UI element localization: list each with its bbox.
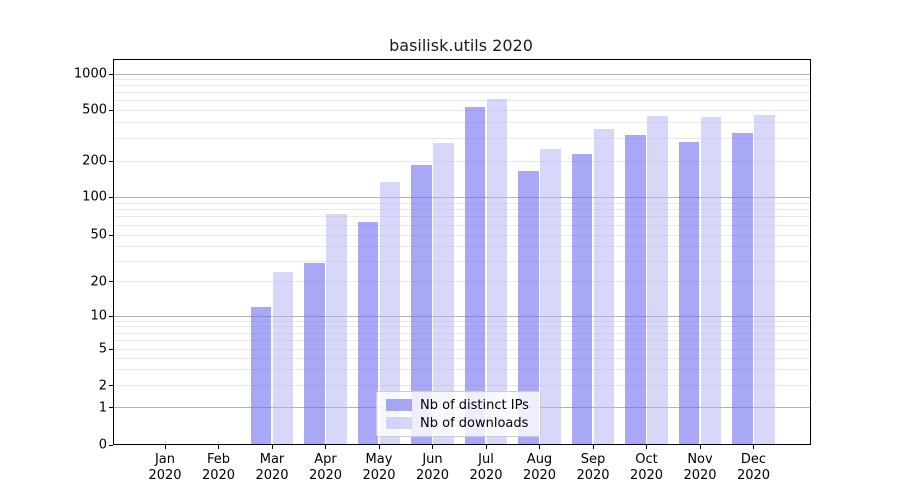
x-tick-mark-dec (753, 445, 755, 449)
y-tick-label-1000: 1000 (73, 66, 107, 82)
x-tick-label-dec: Dec 2020 (736, 452, 771, 483)
y-tick-mark-20 (109, 281, 113, 283)
bar-downloads-apr (326, 214, 347, 445)
x-tick-label-mar: Mar 2020 (255, 452, 289, 483)
y-tick-label-1: 1 (98, 400, 107, 416)
bar-distinct-ips-mar (250, 306, 272, 445)
y-tick-mark-200 (109, 160, 113, 162)
y-tick-label-0: 0 (98, 437, 107, 453)
y-tick-mark-10 (109, 315, 113, 317)
legend-label-downloads: Nb of downloads (420, 415, 529, 431)
bar-distinct-ips-may (357, 222, 379, 445)
x-tick-label-may: May 2020 (362, 452, 396, 483)
x-tick-mark-nov (699, 445, 701, 449)
x-tick-label-jun: Jun 2020 (415, 452, 450, 483)
legend-swatch-downloads (386, 417, 412, 429)
bar-downloads-sep (593, 129, 615, 445)
x-tick-mark-jun (432, 445, 434, 449)
y-tick-label-5: 5 (98, 341, 107, 357)
bar-downloads-jul (486, 98, 508, 445)
gridline-minor-800 (113, 85, 811, 87)
x-tick-mark-feb (218, 445, 220, 449)
y-tick-mark-1000 (109, 73, 113, 75)
legend-item-downloads: Nb of downloads (386, 416, 530, 431)
chart-legend: Nb of distinct IPs Nb of downloads (376, 391, 541, 437)
bar-downloads-dec (754, 114, 775, 445)
x-tick-mark-mar (271, 445, 273, 449)
y-tick-label-200: 200 (82, 153, 107, 169)
y-tick-mark-0 (109, 444, 113, 446)
x-tick-label-apr: Apr 2020 (308, 452, 343, 483)
legend-swatch-distinct-ips (386, 399, 412, 411)
x-tick-label-aug: Aug 2020 (522, 452, 557, 483)
y-tick-label-20: 20 (90, 274, 107, 290)
gridline-minor-700 (113, 92, 811, 94)
x-tick-label-nov: Nov 2020 (683, 452, 717, 483)
bar-distinct-ips-jun (411, 165, 432, 445)
y-tick-mark-2 (109, 385, 113, 387)
y-tick-label-10: 10 (90, 308, 107, 324)
gridline-major-1000 (113, 73, 811, 75)
bar-distinct-ips-nov (678, 142, 700, 445)
y-tick-label-2: 2 (98, 378, 107, 394)
x-tick-mark-may (378, 445, 380, 449)
chart-title: basilisk.utils 2020 (389, 36, 533, 55)
gridline-minor-500 (113, 109, 811, 111)
x-tick-mark-sep (592, 445, 594, 449)
bar-distinct-ips-oct (625, 134, 646, 445)
gridline-minor-600 (113, 100, 811, 102)
bar-downloads-aug (540, 148, 561, 445)
bar-distinct-ips-dec (732, 133, 753, 445)
bar-distinct-ips-jul (464, 106, 486, 445)
bar-distinct-ips-sep (571, 154, 593, 445)
y-tick-label-50: 50 (90, 227, 107, 243)
y-tick-mark-5 (109, 348, 113, 350)
x-tick-label-sep: Sep 2020 (576, 452, 610, 483)
bar-downloads-may (379, 181, 401, 445)
x-tick-label-jan: Jan 2020 (148, 452, 182, 483)
x-tick-mark-apr (325, 445, 327, 449)
x-tick-mark-aug (539, 445, 541, 449)
legend-item-distinct-ips: Nb of distinct IPs (386, 398, 530, 413)
bar-downloads-mar (272, 272, 294, 445)
bar-downloads-nov (700, 117, 722, 445)
bar-distinct-ips-apr (304, 262, 325, 445)
gridline-minor-900 (113, 78, 811, 80)
legend-label-distinct-ips: Nb of distinct IPs (420, 397, 529, 413)
y-tick-mark-100 (109, 196, 113, 198)
x-tick-mark-jul (485, 445, 487, 449)
y-tick-mark-500 (109, 109, 113, 111)
x-tick-label-oct: Oct 2020 (629, 452, 664, 483)
x-tick-mark-jan (164, 445, 166, 449)
bar-downloads-oct (647, 115, 668, 445)
x-tick-label-jul: Jul 2020 (469, 452, 503, 483)
y-tick-mark-1 (109, 407, 113, 409)
y-tick-label-500: 500 (82, 102, 107, 118)
x-tick-label-feb: Feb 2020 (201, 452, 236, 483)
y-tick-mark-50 (109, 234, 113, 236)
y-tick-label-100: 100 (82, 189, 107, 205)
x-tick-mark-oct (646, 445, 648, 449)
bar-distinct-ips-aug (518, 171, 539, 445)
bar-downloads-jun (433, 143, 454, 445)
